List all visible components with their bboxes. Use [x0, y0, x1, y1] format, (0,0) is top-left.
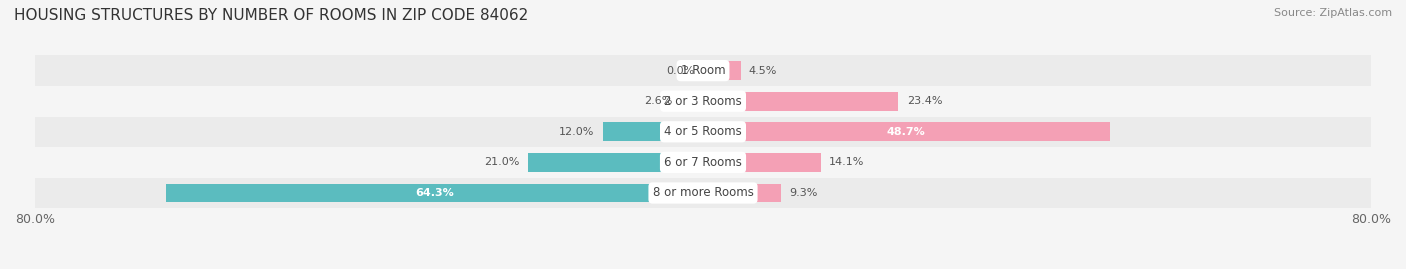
- Text: 21.0%: 21.0%: [484, 157, 519, 167]
- Text: 8 or more Rooms: 8 or more Rooms: [652, 186, 754, 200]
- Bar: [703, 122, 1109, 141]
- Text: 0.0%: 0.0%: [666, 66, 695, 76]
- Bar: [35, 86, 1371, 116]
- Text: 4.5%: 4.5%: [749, 66, 778, 76]
- Text: 23.4%: 23.4%: [907, 96, 942, 106]
- Text: Source: ZipAtlas.com: Source: ZipAtlas.com: [1274, 8, 1392, 18]
- Text: 1 Room: 1 Room: [681, 64, 725, 77]
- Text: 64.3%: 64.3%: [415, 188, 454, 198]
- Bar: [527, 153, 703, 172]
- Text: 12.0%: 12.0%: [560, 127, 595, 137]
- Bar: [35, 116, 1371, 147]
- Text: 2.6%: 2.6%: [644, 96, 673, 106]
- Bar: [35, 147, 1371, 178]
- Bar: [703, 92, 898, 111]
- Bar: [703, 153, 821, 172]
- Text: 14.1%: 14.1%: [830, 157, 865, 167]
- Bar: [703, 183, 780, 203]
- Text: 9.3%: 9.3%: [789, 188, 817, 198]
- Text: 48.7%: 48.7%: [887, 127, 925, 137]
- Text: 2 or 3 Rooms: 2 or 3 Rooms: [664, 95, 742, 108]
- Bar: [35, 55, 1371, 86]
- Bar: [603, 122, 703, 141]
- Text: 6 or 7 Rooms: 6 or 7 Rooms: [664, 156, 742, 169]
- Bar: [703, 61, 741, 80]
- Text: 4 or 5 Rooms: 4 or 5 Rooms: [664, 125, 742, 138]
- Bar: [35, 178, 1371, 208]
- Bar: [682, 92, 703, 111]
- Legend: Owner-occupied, Renter-occupied: Owner-occupied, Renter-occupied: [565, 266, 841, 269]
- Text: HOUSING STRUCTURES BY NUMBER OF ROOMS IN ZIP CODE 84062: HOUSING STRUCTURES BY NUMBER OF ROOMS IN…: [14, 8, 529, 23]
- Bar: [166, 183, 703, 203]
